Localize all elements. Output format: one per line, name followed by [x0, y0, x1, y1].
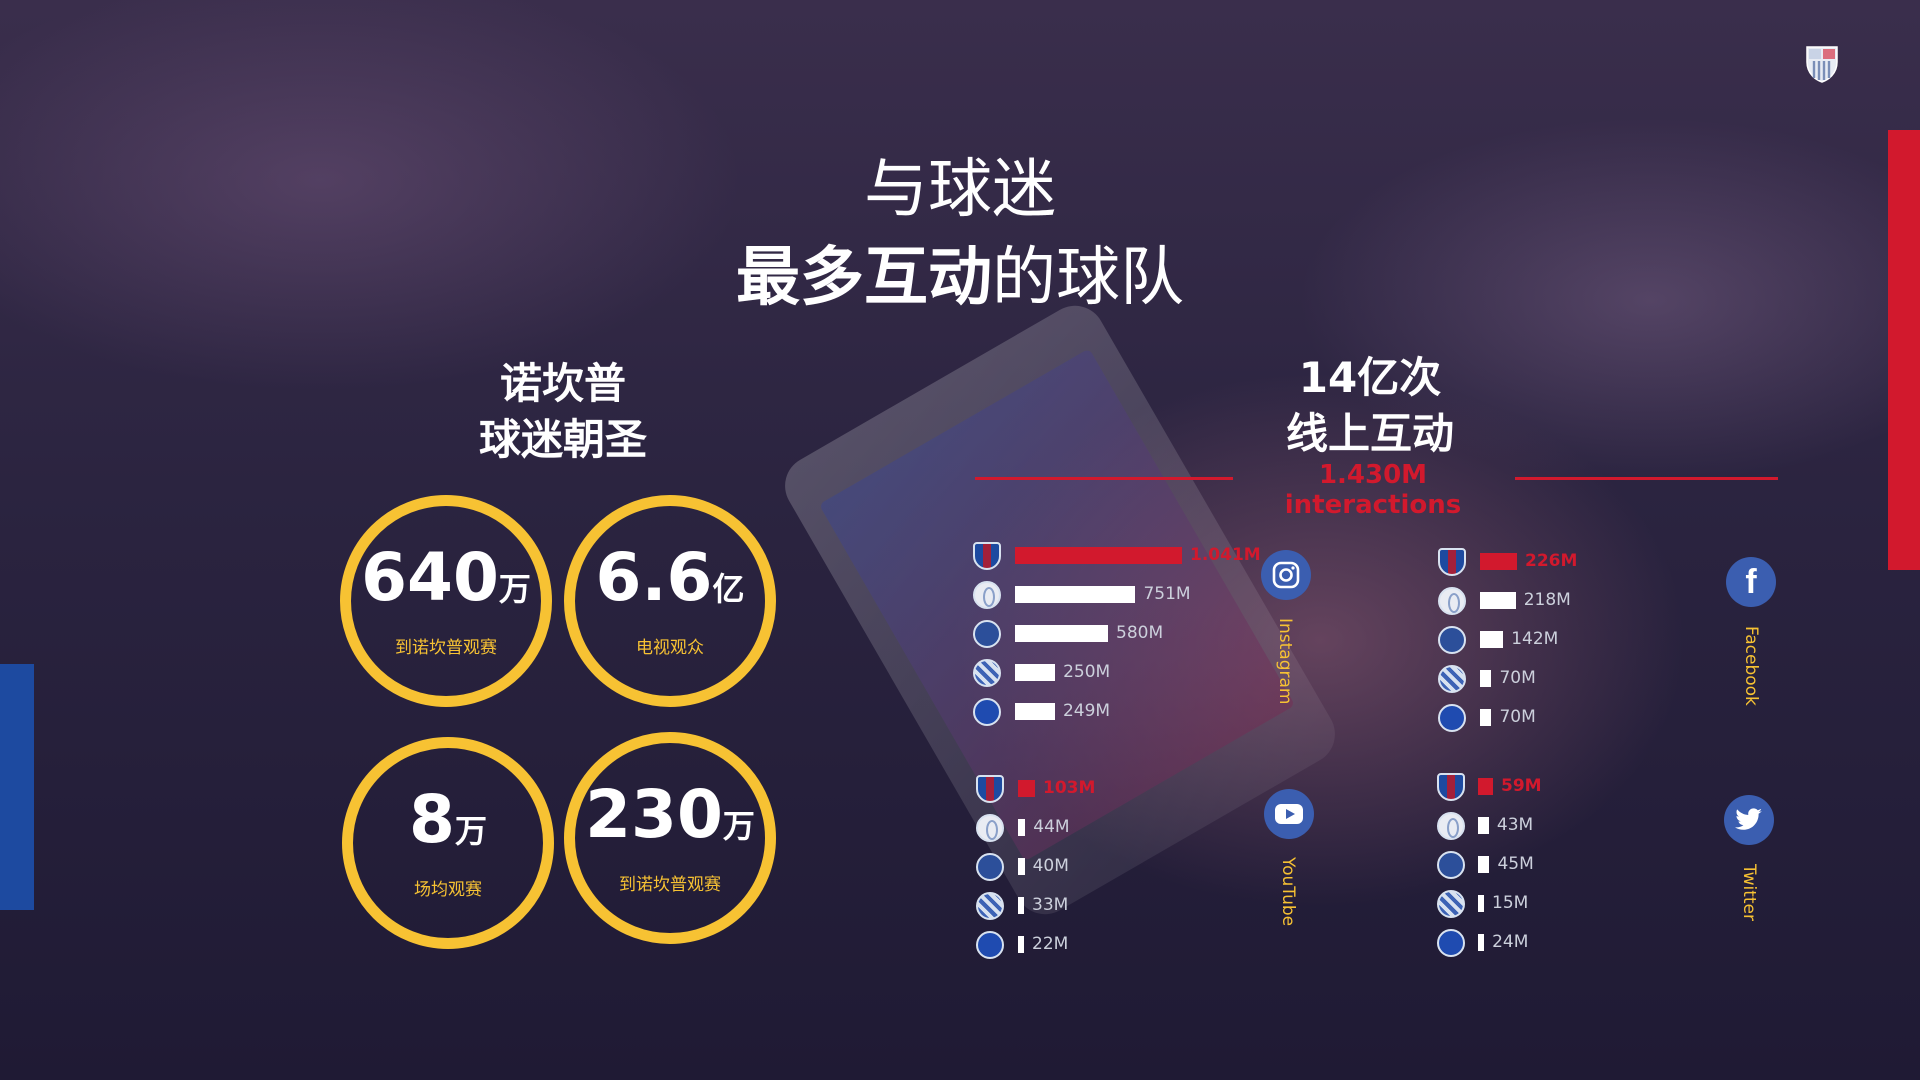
bar-facebook-1 [1480, 592, 1516, 609]
stat-circle-tv: 6.6亿 电视观众 [564, 495, 776, 707]
bar-value-label: 103M [1043, 778, 1096, 798]
facebook-icon: f [1726, 557, 1776, 607]
right-accent-bar [1888, 130, 1920, 570]
page-title-line1: 与球迷 [864, 153, 1056, 227]
bar-value-label: 218M [1523, 590, 1571, 610]
page-title-light: 的球队 [992, 241, 1184, 315]
bar-value-label: 70M [1499, 707, 1536, 727]
stat-caption: 场均观赛 [414, 880, 482, 900]
bar-value-label: 24M [1492, 932, 1529, 952]
bayern-munich-crest-icon [1438, 665, 1466, 693]
bayern-munich-crest-icon [973, 659, 1001, 687]
bayern-munich-crest-icon [976, 892, 1004, 920]
barcelona-crest-icon [1438, 548, 1466, 576]
bar-youtube-4 [1018, 936, 1024, 953]
stat-caption: 到诺坎普观赛 [395, 638, 497, 658]
bar-facebook-4 [1480, 709, 1492, 726]
bar-value-label: 59M [1501, 776, 1542, 796]
bar-value-label: 751M [1143, 584, 1191, 604]
bar-value-label: 40M [1032, 856, 1069, 876]
manchester-united-crest-icon [1438, 626, 1466, 654]
youtube-label: YouTube [1278, 857, 1298, 927]
stat-number: 8万 [409, 781, 487, 858]
bar-facebook-3 [1480, 670, 1492, 687]
bar-youtube-3 [1018, 897, 1024, 914]
real-madrid-crest-icon [976, 814, 1004, 842]
bar-instagram-1 [1015, 586, 1136, 603]
bar-value-label: 250M [1063, 662, 1111, 682]
bar-twitter-1 [1478, 817, 1489, 834]
manchester-united-crest-icon [973, 620, 1001, 648]
twitter-label: Twitter [1739, 864, 1759, 921]
bar-youtube-2 [1018, 858, 1025, 875]
real-madrid-crest-icon [1437, 812, 1465, 840]
real-madrid-crest-icon [973, 581, 1001, 609]
bar-value-label: 22M [1032, 934, 1069, 954]
bar-value-label: 1.041M [1190, 545, 1261, 565]
real-madrid-crest-icon [1438, 587, 1466, 615]
barcelona-crest-icon [976, 775, 1004, 803]
bar-value-label: 43M [1496, 815, 1534, 835]
divider-right [1515, 477, 1778, 480]
divider-left [975, 477, 1233, 480]
bar-instagram-3 [1015, 664, 1056, 681]
instagram-icon [1261, 550, 1311, 600]
interactions-subtitle: 1.430M interactions [1284, 460, 1462, 520]
bar-value-label: 45M [1497, 854, 1534, 874]
bar-value-label: 580M [1116, 623, 1164, 643]
twitter-icon [1724, 795, 1774, 845]
barcelona-crest-icon [973, 542, 1001, 570]
right-section-title-line1: 14亿次 [1298, 353, 1442, 402]
chelsea-crest-icon [1438, 704, 1466, 732]
bar-value-label: 249M [1062, 701, 1111, 721]
bar-value-label: 142M [1511, 629, 1559, 649]
left-section-title-line2: 球迷朝圣 [478, 415, 647, 464]
bar-value-label: 15M [1492, 893, 1529, 913]
manchester-united-crest-icon [976, 853, 1004, 881]
bar-instagram-4 [1015, 703, 1055, 720]
left-accent-bar [0, 664, 34, 910]
bar-instagram-2 [1015, 625, 1109, 642]
manchester-united-crest-icon [1437, 851, 1465, 879]
stat-number: 640万 [361, 539, 531, 616]
left-section-title: 诺坎普 球迷朝圣 [433, 356, 693, 468]
bar-instagram-0 [1015, 547, 1182, 564]
bar-value-label: 44M [1033, 817, 1070, 837]
bar-twitter-3 [1478, 895, 1484, 912]
stat-circle-attendance: 640万 到诺坎普观赛 [340, 495, 552, 707]
facebook-label: Facebook [1741, 626, 1761, 706]
bar-facebook-2 [1480, 631, 1504, 648]
barcelona-crest-logo [1806, 46, 1838, 83]
bar-twitter-4 [1478, 934, 1485, 951]
right-section-title-line2: 线上互动 [1285, 409, 1454, 458]
page-title-bold: 最多互动 [736, 241, 992, 315]
bar-twitter-0 [1478, 778, 1493, 795]
bar-youtube-1 [1018, 819, 1026, 836]
barcelona-crest-icon [1437, 773, 1465, 801]
instagram-label: Instagram [1275, 618, 1295, 705]
stat-circle-visitors: 230万 到诺坎普观赛 [564, 732, 776, 944]
bar-facebook-0 [1480, 553, 1517, 570]
chelsea-crest-icon [973, 698, 1001, 726]
chelsea-crest-icon [1437, 929, 1465, 957]
stat-caption: 到诺坎普观赛 [619, 875, 721, 895]
bar-youtube-0 [1018, 780, 1035, 797]
bayern-munich-crest-icon [1437, 890, 1465, 918]
bar-value-label: 70M [1499, 668, 1536, 688]
stat-circle-average: 8万 场均观赛 [342, 737, 554, 949]
stat-number: 230万 [585, 776, 755, 853]
chelsea-crest-icon [976, 931, 1004, 959]
left-section-title-line1: 诺坎普 [499, 359, 626, 408]
page-title-line2: 最多互动的球队 [0, 226, 1920, 318]
right-section-title: 14亿次 线上互动 [1240, 350, 1500, 462]
youtube-icon [1264, 789, 1314, 839]
bar-value-label: 226M [1525, 551, 1578, 571]
bar-twitter-2 [1478, 856, 1490, 873]
bar-value-label: 33M [1032, 895, 1069, 915]
stat-number: 6.6亿 [595, 539, 745, 616]
stat-caption: 电视观众 [636, 638, 704, 658]
